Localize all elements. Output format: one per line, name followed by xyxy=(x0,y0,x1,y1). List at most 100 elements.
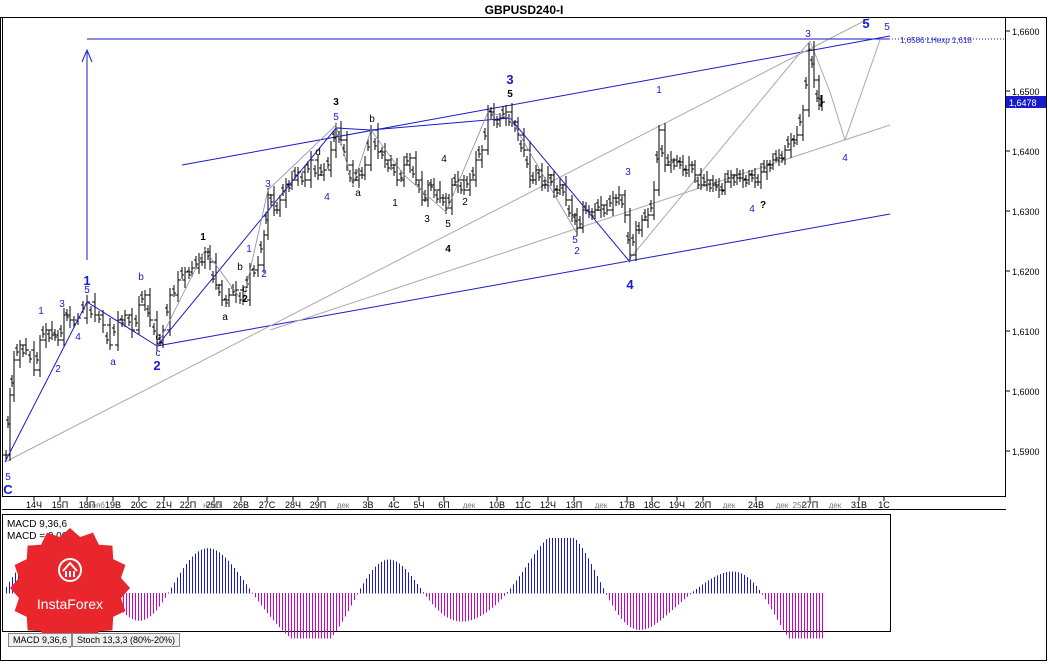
wave-label-black: c xyxy=(243,284,248,295)
logo-badge-shape xyxy=(10,528,130,648)
macd-histogram-bar xyxy=(789,593,790,639)
wave-label-minor: 4 xyxy=(749,204,755,215)
wave-label-black: c xyxy=(156,332,161,343)
macd-histogram-bar xyxy=(249,588,250,594)
wave-label-black: b xyxy=(237,262,243,273)
macd-histogram-bar xyxy=(291,593,292,639)
macd-histogram-bar xyxy=(408,572,409,594)
macd-histogram-bar xyxy=(258,593,259,602)
instaforex-logo: InstaForex xyxy=(10,528,130,648)
macd-histogram-bar xyxy=(666,593,667,616)
macd-histogram-bar xyxy=(600,582,601,594)
current-price-marker xyxy=(1006,96,1046,108)
macd-histogram-bar xyxy=(276,593,277,624)
wave-label-minor: 4 xyxy=(324,192,330,203)
macd-histogram-bar xyxy=(159,593,160,607)
macd-histogram-bar xyxy=(288,593,289,637)
macd-histogram-bar xyxy=(627,593,628,626)
macd-histogram-bar xyxy=(801,593,802,639)
macd-histogram-bar xyxy=(399,563,400,594)
macd-histogram-bar xyxy=(720,574,721,594)
channel-line xyxy=(181,35,891,166)
time-tick-label: 31В xyxy=(851,500,867,510)
macd-histogram-bar xyxy=(780,593,781,625)
macd-histogram-bar xyxy=(615,593,616,611)
wave-label-minor: 2 xyxy=(574,246,580,257)
macd-histogram-bar xyxy=(555,538,556,594)
wave-label-black: 1 xyxy=(200,232,206,243)
price-tick-label: 1,6200 xyxy=(1012,267,1040,277)
time-tick-label-faded: дек xyxy=(776,501,789,510)
price-tick-label: 1,6400 xyxy=(1012,147,1040,157)
macd-histogram-bar xyxy=(651,593,652,627)
wave-label-minor: 5 xyxy=(5,472,11,483)
macd-histogram-bar xyxy=(690,593,691,595)
macd-histogram-bar xyxy=(663,593,664,619)
macd-histogram-bar xyxy=(333,593,334,635)
macd-histogram-bar xyxy=(528,562,529,594)
wave-label-minor: 4 xyxy=(75,332,81,343)
wave-label-black: a xyxy=(355,188,361,199)
wave-label-minor: 5 xyxy=(572,235,578,246)
macd-histogram-bar xyxy=(726,572,727,594)
macd-histogram-bar xyxy=(735,571,736,594)
macd-histogram-bar xyxy=(306,593,307,639)
macd-histogram-bar xyxy=(153,593,154,614)
macd-histogram-bar xyxy=(459,593,460,622)
macd-histogram-bar xyxy=(210,548,211,594)
tab-stoch[interactable]: Stoch 13,3,3 (80%-20%) xyxy=(72,633,181,647)
macd-histogram-bar xyxy=(264,593,265,610)
macd-histogram-bar xyxy=(558,538,559,594)
tab-macd[interactable]: MACD 9,36,6 xyxy=(8,633,73,647)
time-tick-label: 18С xyxy=(644,500,661,510)
macd-histogram-bar xyxy=(633,593,634,629)
macd-histogram-bar xyxy=(507,592,508,594)
macd-histogram-bar xyxy=(678,593,679,605)
wave-label-black: 5 xyxy=(507,89,513,100)
wave-label-black: 3 xyxy=(333,97,339,108)
macd-histogram-bar xyxy=(525,567,526,594)
macd-histogram-bar xyxy=(549,538,550,594)
macd-histogram-bar xyxy=(711,578,712,594)
macd-caption: MACD 9,36,6 xyxy=(7,519,67,530)
macd-histogram-bar xyxy=(576,539,577,594)
macd-histogram-bar xyxy=(522,571,523,594)
macd-histogram-bar xyxy=(321,593,322,639)
wave-label-black: d xyxy=(315,147,321,158)
macd-histogram-bar xyxy=(744,574,745,594)
macd-histogram-bar xyxy=(324,593,325,639)
macd-histogram-bar xyxy=(372,570,373,594)
macd-histogram-bar xyxy=(489,593,490,611)
time-tick-label-faded: нояб xyxy=(203,501,221,510)
macd-histogram-bar xyxy=(810,593,811,639)
time-tick-label: 14Ч xyxy=(26,500,42,510)
macd-histogram-bar xyxy=(429,593,430,601)
macd-histogram-bar xyxy=(195,553,196,594)
macd-histogram-bar xyxy=(450,593,451,620)
macd-histogram-bar xyxy=(480,593,481,617)
macd-histogram-bar xyxy=(465,593,466,622)
macd-histogram-bar xyxy=(273,593,274,621)
macd-histogram-bar xyxy=(759,589,760,594)
macd-histogram-bar xyxy=(369,574,370,594)
macd-histogram-bar xyxy=(312,593,313,639)
time-tick-label: 28Ч xyxy=(285,500,301,510)
macd-histogram-bar xyxy=(270,593,271,617)
time-axis: 14Ч 15П 18П 19В 20С 21Ч 22П 25П 26В 27С 28Ч 29П 3В 4С… xyxy=(26,497,890,510)
macd-histogram-bar xyxy=(9,581,10,594)
macd-histogram-bar xyxy=(795,593,796,639)
macd-histogram-bar xyxy=(519,576,520,594)
macd-histogram-bar xyxy=(672,593,673,611)
wave-label-black: b xyxy=(369,114,375,125)
wave-label-minor: a xyxy=(110,357,116,368)
macd-histogram-bar xyxy=(570,538,571,594)
time-tick-label: 4С xyxy=(388,500,400,510)
macd-histogram-bar xyxy=(483,593,484,615)
macd-histogram-bar xyxy=(375,566,376,594)
macd-histogram-bar xyxy=(6,587,7,594)
macd-histogram-bar xyxy=(381,561,382,594)
macd-histogram-bar xyxy=(453,593,454,621)
macd-histogram-bar xyxy=(702,584,703,594)
